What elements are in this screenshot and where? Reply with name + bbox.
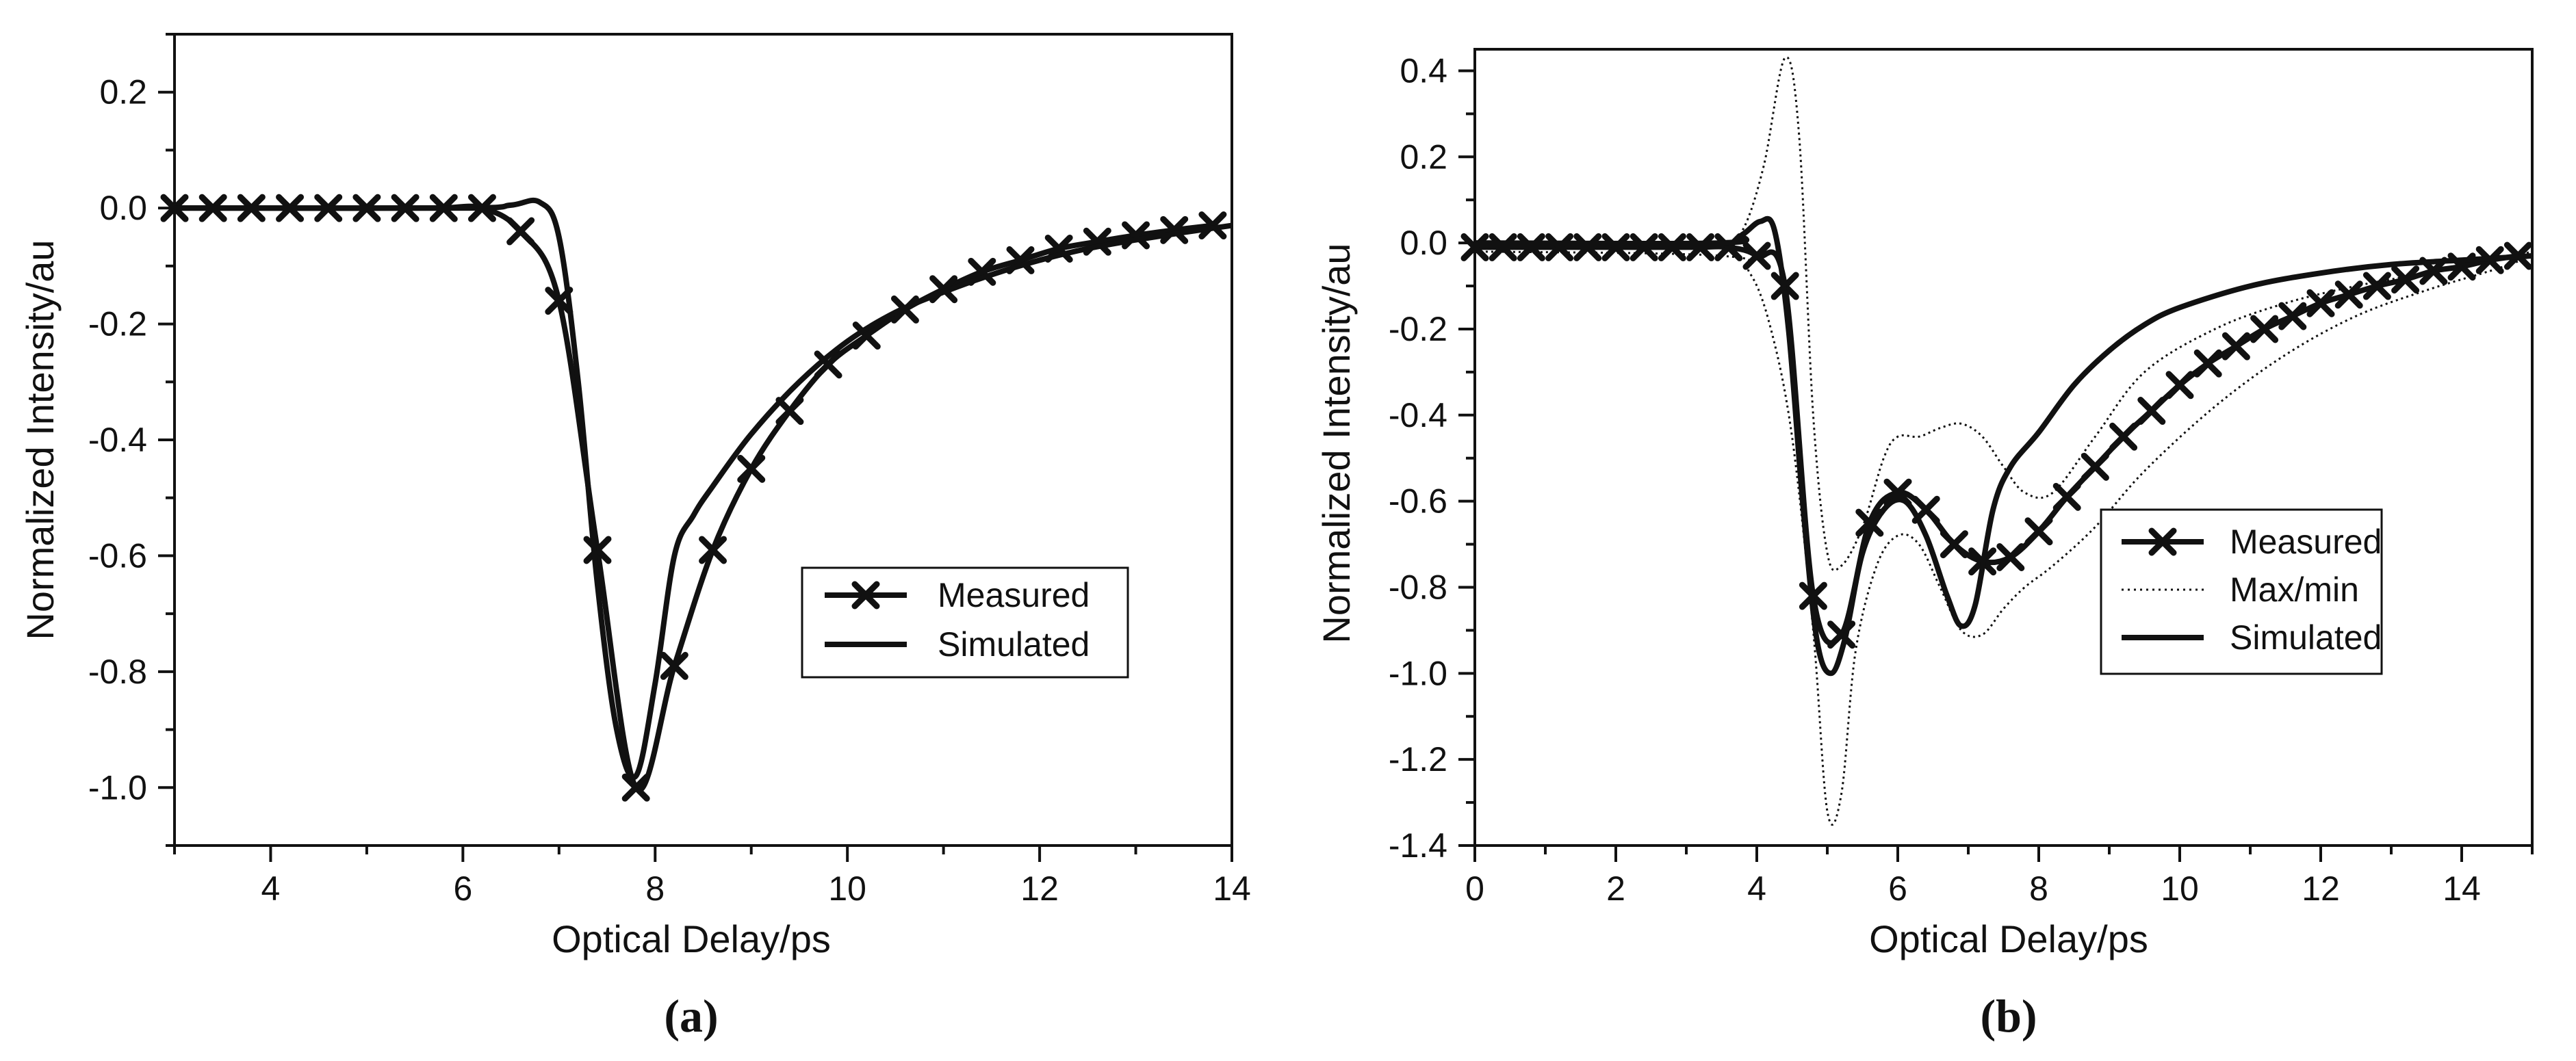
- y-tick-label-b: 0.4: [1400, 51, 1447, 90]
- marker-x-measured-b: [1601, 233, 1630, 261]
- marker-x-measured-b: [1742, 241, 1771, 270]
- marker-x-measured-b: [1573, 233, 1602, 261]
- chart-panel-a: 4 6 8 10 12 14 0.2 0.0 -0.2 -0.4 -0.6 -0.8 -1.0 Opti…: [18, 33, 1251, 1042]
- x-axis-label-a: Optical Delay/ps: [552, 917, 831, 960]
- legend-marker-x-a: [851, 581, 880, 610]
- legend-box-b: [2100, 508, 2383, 675]
- x-tick-label-b: 0: [1465, 869, 1484, 908]
- x-tick-label-a: 12: [1020, 869, 1059, 908]
- y-tick-label-b: -0.6: [1389, 482, 1447, 521]
- y-tick-label-b: 0.2: [1400, 137, 1447, 176]
- legend-label-simulated-a: Simulated: [938, 625, 1090, 664]
- marker-x-measured-b: [2052, 482, 2081, 511]
- marker-x-measured-b: [2221, 332, 2250, 361]
- marker-x-measured-a: [814, 350, 842, 379]
- y-tick-label-b: -0.2: [1389, 310, 1447, 348]
- marker-x-measured-a: [737, 454, 766, 483]
- plot-area-a: 4 6 8 10 12 14 0.2 0.0 -0.2 -0.4 -0.6 -0.8 -1.0: [88, 33, 1251, 908]
- y-axis-label-a: Normalized Intensity/au: [18, 239, 62, 640]
- marker-x-measured-b: [2362, 272, 2391, 300]
- marker-x-measured-b: [2193, 349, 2222, 378]
- x-tick-label-a: 10: [828, 869, 866, 908]
- marker-x-measured-a: [506, 217, 535, 246]
- y-tick-label-a: -0.8: [88, 653, 147, 691]
- x-tick-label-b: 12: [2302, 869, 2340, 908]
- marker-x-measured-a: [660, 651, 688, 680]
- y-tick-label-b: -1.4: [1389, 826, 1447, 865]
- x-tick-label-b: 6: [1888, 869, 1907, 908]
- plot-frame-b: [1473, 48, 2534, 847]
- marker-x-measured-b: [1489, 233, 1517, 261]
- panel-label-a: (a): [664, 990, 718, 1042]
- marker-x-measured-b: [1460, 233, 1489, 261]
- marker-x-measured-b: [1940, 530, 1968, 559]
- x-tick-label-b: 4: [1747, 869, 1766, 908]
- series-line-simulated-a: [175, 197, 1232, 781]
- y-tick-label-a: -0.4: [88, 421, 147, 459]
- marker-x-measured-b: [2137, 397, 2166, 425]
- marker-x-measured-b: [1630, 233, 1658, 261]
- y-axis-label-b: Normalized Intensity/au: [1315, 243, 1358, 643]
- marker-x-measured-b: [2278, 302, 2307, 330]
- legend-label-simulated-b: Simulated: [2230, 618, 2382, 657]
- y-tick-label-a: 0.0: [99, 189, 147, 227]
- marker-x-measured-a: [699, 536, 727, 564]
- x-tick-label-b: 2: [1606, 869, 1625, 908]
- x-tick-label-a: 8: [645, 869, 665, 908]
- marker-x-measured-b: [1545, 233, 1574, 261]
- marker-x-measured-b: [2165, 371, 2194, 399]
- y-tick-label-b: -1.0: [1389, 654, 1447, 692]
- marker-x-measured-b: [2081, 452, 2109, 481]
- marker-x-measured-b: [2250, 315, 2279, 343]
- legend-b: Measured Max/min Simulated: [2100, 508, 2383, 675]
- legend-marker-x-b: [2148, 527, 2177, 556]
- y-tick-label-a: -1.0: [88, 768, 147, 807]
- x-tick-label-a: 14: [1213, 869, 1251, 908]
- series-line-simulated-b: [1475, 215, 2532, 677]
- marker-x-measured-b: [1996, 542, 2025, 571]
- x-tick-label-b: 10: [2161, 869, 2199, 908]
- marker-x-measured-b: [2391, 265, 2420, 294]
- marker-x-measured-b: [1517, 233, 1545, 261]
- marker-x-measured-b: [2024, 517, 2053, 546]
- marker-x-measured-a: [852, 322, 881, 350]
- x-axis-label-b: Optical Delay/ps: [1869, 917, 2148, 960]
- marker-x-measured-b: [2334, 280, 2363, 309]
- y-tick-label-a: 0.2: [99, 73, 147, 112]
- marker-x-measured-a: [775, 397, 804, 425]
- y-tick-label-b: -1.2: [1389, 740, 1447, 778]
- y-tick-label-b: 0.0: [1400, 224, 1447, 262]
- x-tick-label-b: 8: [2029, 869, 2048, 908]
- plot-area-b: 0 2 4 6 8 10 12 14 0.4 0.2 0.0 -0.2 -0.4 -0.6 -0.8 -1.0…: [1389, 51, 2534, 908]
- chart-panel-b: 0 2 4 6 8 10 12 14 0.4 0.2 0.0 -0.2 -0.4 -0.6 -0.8 -1.0…: [1315, 48, 2534, 1042]
- legend-label-maxmin-b: Max/min: [2230, 571, 2359, 609]
- marker-x-measured-a: [1198, 211, 1227, 240]
- x-tick-label-b: 14: [2443, 869, 2481, 908]
- y-tick-label-a: -0.2: [88, 305, 147, 343]
- x-tick-label-a: 4: [261, 869, 281, 908]
- x-tick-label-a: 6: [453, 869, 472, 908]
- legend-a: Measured Simulated: [801, 566, 1129, 679]
- marker-x-measured-b: [2109, 422, 2138, 451]
- legend-label-measured-a: Measured: [938, 576, 1090, 614]
- y-tick-label-b: -0.8: [1389, 568, 1447, 606]
- y-tick-label-a: -0.6: [88, 536, 147, 575]
- marker-x-measured-b: [1686, 233, 1715, 261]
- marker-x-measured-a: [583, 536, 612, 564]
- marker-x-measured-a: [621, 773, 650, 802]
- y-tick-label-b: -0.4: [1389, 396, 1447, 434]
- series-line-max-b: [1475, 56, 2532, 572]
- legend-label-measured-b: Measured: [2230, 523, 2382, 561]
- panel-label-b: (b): [1980, 990, 2037, 1042]
